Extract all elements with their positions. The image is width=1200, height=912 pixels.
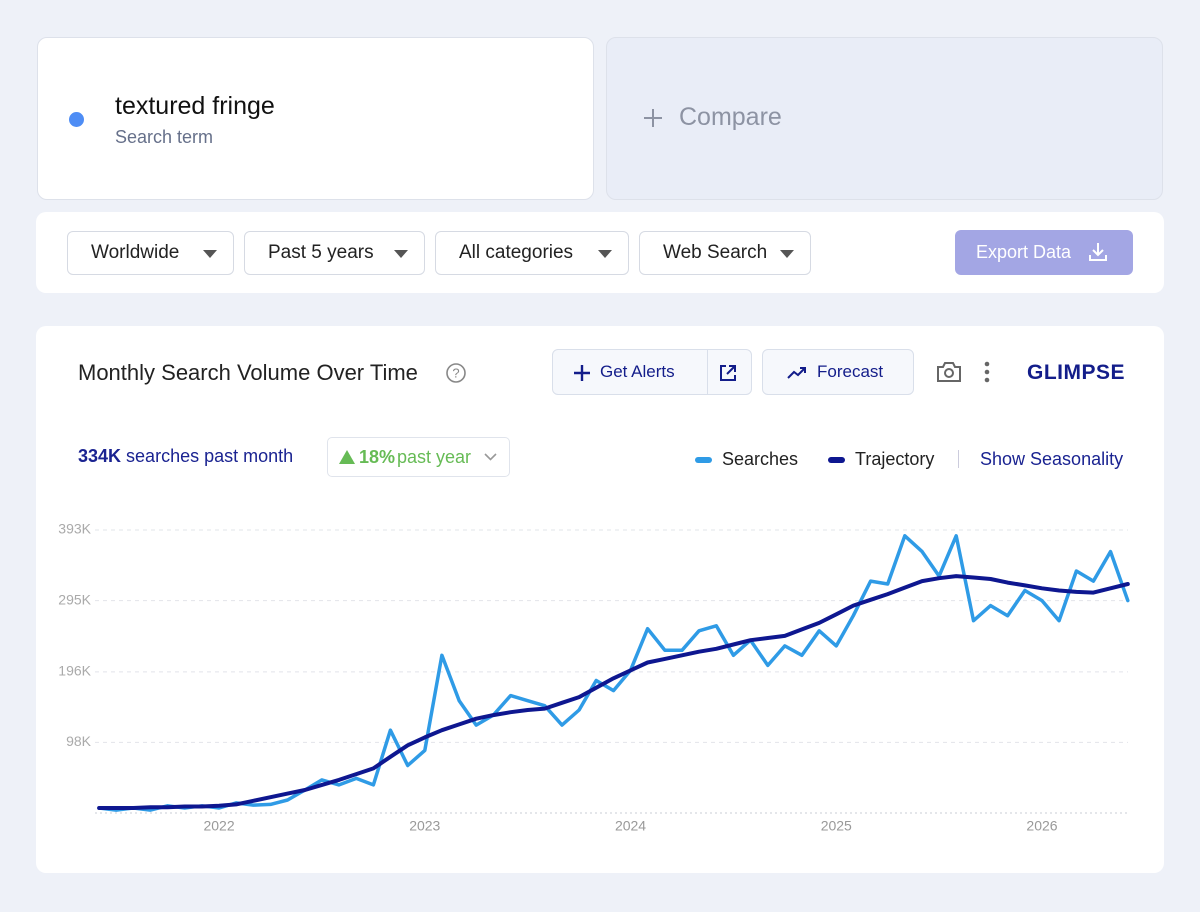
term-title: textured fringe — [115, 92, 275, 120]
filter-dropdown[interactable]: All categories — [435, 231, 629, 275]
seasonality-link[interactable]: Show Seasonality — [980, 449, 1124, 469]
caret — [598, 250, 612, 258]
legend-swatch — [695, 457, 712, 463]
y-tick-label: 295K — [58, 591, 91, 607]
x-tick-label: 2023 — [409, 818, 440, 834]
filter-label: Worldwide — [91, 242, 180, 263]
term-subtitle: Search term — [115, 127, 214, 147]
legend-label: Trajectory — [855, 449, 934, 469]
legend-label: Searches — [722, 449, 798, 469]
y-tick-label: 393K — [58, 521, 91, 537]
open-icon — [720, 365, 736, 381]
chart-card — [36, 326, 1164, 873]
brand-logo: GLIMPSE — [1027, 361, 1126, 384]
chevron — [484, 453, 497, 461]
svg-text:?: ? — [452, 365, 459, 380]
x-tick-label: 2022 — [203, 818, 234, 834]
filter-label: All categories — [459, 242, 574, 263]
filter-dropdown[interactable]: Past 5 years — [244, 231, 425, 275]
growth-text: past year — [397, 447, 472, 467]
plus-icon — [574, 365, 590, 381]
growth-dropdown[interactable]: 18% past year — [327, 437, 510, 477]
term-dot — [69, 112, 84, 127]
divider — [958, 450, 959, 468]
search-term-card[interactable]: textured fringe Search term — [37, 37, 594, 200]
chart-title: Monthly Search Volume Over Time — [78, 360, 418, 385]
alerts-button[interactable]: Get Alerts — [552, 349, 752, 395]
compare-label: Compare — [679, 103, 782, 131]
caret — [203, 250, 217, 258]
volume-stat: 334K searches past month — [78, 446, 293, 467]
camera-icon[interactable] — [936, 360, 962, 384]
volume-text: searches past month — [126, 446, 294, 466]
download-icon — [1089, 243, 1107, 261]
alerts-label: Get Alerts — [600, 362, 675, 381]
volume-value: 334K — [78, 446, 122, 466]
legend-swatch — [828, 457, 845, 463]
series-line — [97, 574, 1130, 810]
series-line — [97, 534, 1130, 812]
x-tick-label: 2025 — [821, 818, 852, 834]
divider — [707, 350, 708, 394]
more-icon[interactable] — [983, 361, 991, 383]
export-label: Export Data — [976, 242, 1072, 262]
y-tick-label: 196K — [58, 663, 91, 679]
x-tick-label: 2026 — [1026, 818, 1057, 834]
caret — [780, 250, 794, 258]
plus-icon — [644, 109, 662, 127]
up-triangle — [339, 450, 355, 464]
help-icon[interactable]: ? — [445, 362, 467, 384]
x-tick-label: 2024 — [615, 818, 646, 834]
compare-card[interactable]: Compare — [606, 37, 1163, 200]
forecast-label: Forecast — [817, 362, 884, 381]
caret — [394, 250, 408, 258]
forecast-button[interactable]: Forecast — [762, 349, 914, 395]
trend-icon — [787, 367, 806, 379]
filter-dropdown[interactable]: Worldwide — [67, 231, 234, 275]
filter-label: Web Search — [663, 242, 768, 263]
export-button[interactable]: Export Data — [955, 230, 1133, 275]
growth-value: 18% — [359, 447, 396, 467]
filter-label: Past 5 years — [268, 242, 374, 263]
y-tick-label: 98K — [66, 733, 92, 749]
filter-dropdown[interactable]: Web Search — [639, 231, 811, 275]
